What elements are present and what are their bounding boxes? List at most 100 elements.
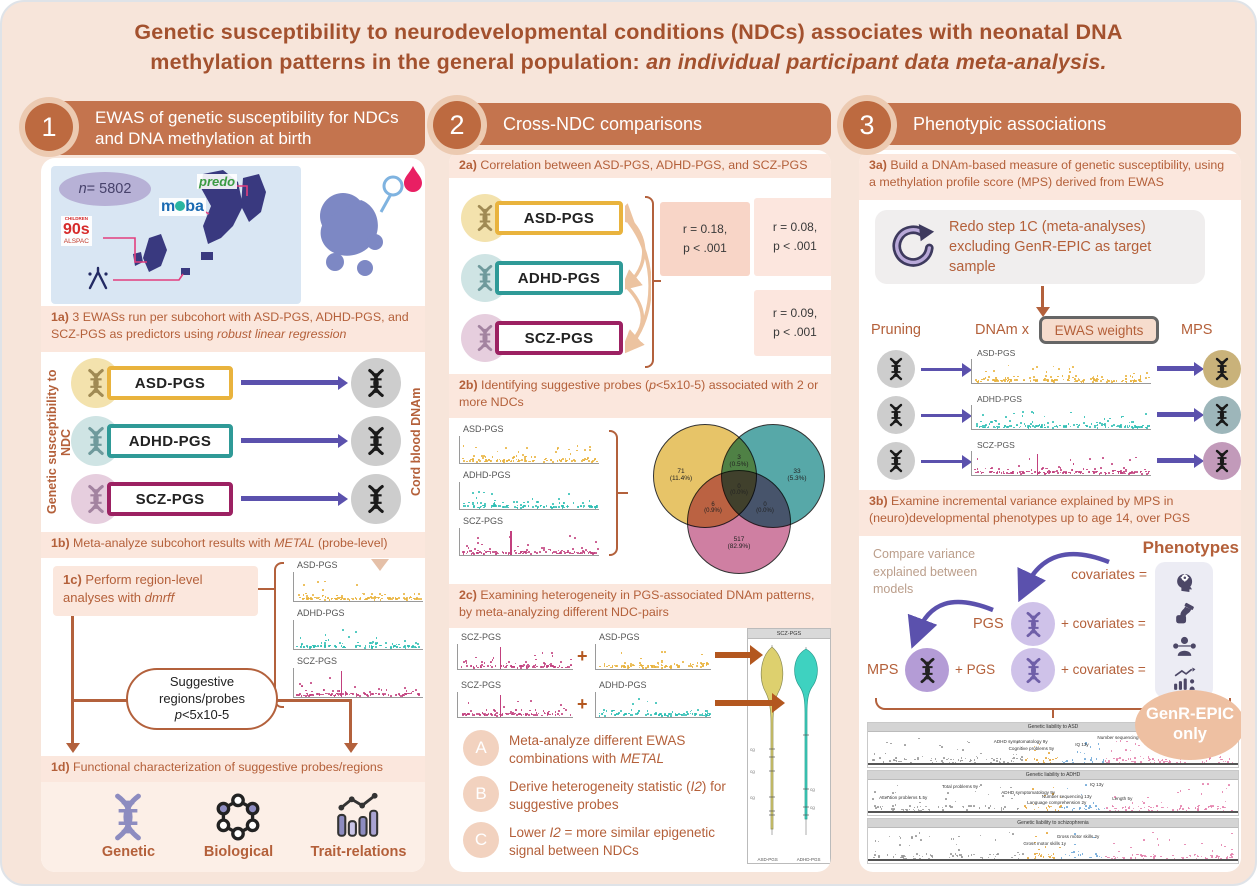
- violin-title: SCZ-PGS: [748, 629, 830, 639]
- manhattan-scz: [971, 451, 1151, 476]
- panel-3-phenotypic: 3 Phenotypic associations 3a) Build a DN…: [843, 99, 1243, 874]
- step-c-badge: C: [463, 822, 499, 858]
- cord-dnam-circle-3: [351, 474, 401, 524]
- model-mps: MPS: [867, 662, 899, 678]
- axis-cord-blood-dnam: Cord blood DNAm: [409, 387, 423, 497]
- dna-icon: [361, 368, 391, 398]
- venn-asd-scz-count: 6 (0.9%): [704, 502, 722, 514]
- growth-chart-icon: [1172, 667, 1197, 692]
- cord-dnam-circle-1: [351, 358, 401, 408]
- pruned-dna-circle-2: [877, 396, 915, 434]
- dna-icon: [884, 449, 908, 473]
- connector-line: [258, 588, 274, 590]
- scz-pgs-box: SCZ-PGS: [495, 321, 623, 355]
- panel-1-header: EWAS of genetic susceptibility for NDCs …: [41, 101, 425, 155]
- phewas-asd-title: Genetic liability to ASD: [868, 723, 1238, 732]
- dna-icon: [1210, 357, 1234, 381]
- dna-icon: [1210, 403, 1234, 427]
- cognition-head-icon: [1172, 568, 1197, 593]
- phewas-adhd-title: Genetic liability to ADHD: [868, 771, 1238, 780]
- flow-triangle: [371, 559, 389, 571]
- title-italic: an individual participant data meta-anal…: [646, 50, 1107, 74]
- step-b-text: Derive heterogeneity statistic (I2) for …: [509, 779, 726, 813]
- panel-3-header: Phenotypic associations: [859, 103, 1241, 145]
- asd-pgs-box: ASD-PGS: [107, 366, 233, 400]
- phewas-scz: Genetic liability to schizophrenia Gross…: [867, 818, 1239, 864]
- manhattan-scz: [293, 668, 423, 698]
- biological-label: Biological: [203, 844, 274, 860]
- mps-col-label: MPS: [1181, 322, 1213, 338]
- step-3-badge: 3: [843, 101, 891, 149]
- step-a-text: Meta-analyze different EWAS combinations…: [509, 733, 686, 767]
- correlation-arcs: [625, 203, 651, 355]
- plus-sign: +: [577, 646, 588, 666]
- panel-2-header: Cross-NDC comparisons: [449, 103, 831, 145]
- manhattan-adhd: [293, 620, 423, 650]
- figure-title: Genetic susceptibility to neurodevelopme…: [2, 17, 1255, 77]
- section-1c-label: 1c) Perform region-level analyses with d…: [53, 566, 258, 616]
- sampling-ring-icon: [382, 175, 404, 197]
- phewas-scz-title: Genetic liability to schizophrenia: [868, 819, 1238, 828]
- venn-asd-count: 71 (11.4%): [669, 468, 693, 482]
- manhattan-scz: [457, 692, 573, 718]
- adhd-pgs-box: ADHD-PGS: [495, 261, 623, 295]
- arrow-3: [921, 414, 963, 417]
- bracket-2a-tick: [654, 280, 661, 282]
- title-line1: Genetic susceptibility to neurodevelopme…: [134, 20, 1123, 44]
- suggestive-pill: Suggestive regions/probes p<5x10-5: [126, 668, 278, 730]
- model-covariates: covariates =: [1071, 566, 1147, 582]
- section-1d-label: 1d) Functional characterization of sugge…: [41, 756, 425, 782]
- panel-2-card: 2a) Correlation between ASD-PGS, ADHD-PG…: [449, 150, 831, 872]
- arrow-to-violin-1: [715, 652, 751, 658]
- step-c-text: Lower I2 = more similar epigenetic signa…: [509, 825, 715, 859]
- venn-asd-adhd-count: 3 (0.5%): [729, 454, 749, 468]
- section-1b-label: 1b) Meta-analyze subcohort results with …: [41, 532, 425, 558]
- dna-icon: [914, 657, 941, 684]
- molecule-icon: [213, 792, 263, 842]
- section-2b-label: 2b) Identifying suggestive probes (p<5x1…: [449, 374, 831, 418]
- phewas-adhd-plot: Attention problems 1.5y Total problems 9y…: [868, 780, 1238, 814]
- svg-text:cg: cg: [810, 787, 815, 792]
- venn-adhd-count: 33 (5.3%): [787, 468, 807, 482]
- scz-pgs-box: SCZ-PGS: [107, 482, 233, 516]
- pruning-label: Pruning: [871, 322, 921, 338]
- violin-x1: ASD-PGS: [757, 857, 778, 862]
- venn-scz-circle: [687, 470, 791, 574]
- phenotypes-label: Phenotypes: [1142, 538, 1239, 557]
- motor-skill-icon: [1172, 601, 1197, 626]
- cohort-map: n = 5802 predo m ba CHILDREN 90s ALSPAC: [51, 166, 301, 304]
- plus-sign: +: [577, 694, 588, 714]
- panel-3-card: 3a) Build a DNAm-based measure of geneti…: [859, 150, 1241, 872]
- step-1-badge: 1: [25, 103, 73, 151]
- pgs-dna-circle: [1011, 602, 1055, 646]
- svg-text:cg: cg: [810, 805, 815, 810]
- mps-adhd-circle: [1203, 396, 1241, 434]
- corr-adhd-scz: r = 0.09, p < .001: [754, 290, 831, 356]
- asd-pgs-box: ASD-PGS: [495, 201, 623, 235]
- manhattan-asd: [459, 436, 599, 464]
- mps-dna-circle: [905, 648, 949, 692]
- title-line2: methylation patterns in the general popu…: [150, 50, 1107, 74]
- arrow-to-violin-2: [715, 700, 773, 706]
- plot-label-scz: SCZ-PGS: [297, 656, 338, 666]
- model-pgs-covariates: + covariates =: [1061, 616, 1146, 631]
- panel-2-crossndc: 2 Cross-NDC comparisons 2a) Correlation …: [433, 99, 833, 874]
- svg-text:cg: cg: [750, 747, 755, 752]
- sample-size-badge: n = 5802: [59, 172, 151, 206]
- moba-dot: [175, 201, 186, 211]
- arrow-adhd-to-dnam: [241, 438, 339, 443]
- venn-scz-count: 517 (82.9%): [727, 536, 751, 550]
- functional-icons-zone: Genetic Biological Trait-relations: [41, 782, 425, 872]
- behavior-person-icon: [1172, 634, 1197, 659]
- plot-label-asd: ASD-PGS: [297, 560, 338, 570]
- pruned-dna-circle-3: [877, 442, 915, 480]
- arrow-5: [921, 460, 963, 463]
- dna-icon: [1210, 449, 1234, 473]
- predo-logo: predo: [197, 174, 238, 189]
- trait-relations-label: Trait-relations: [310, 844, 407, 860]
- arrow-6: [1157, 458, 1195, 463]
- arrow-scz-to-dnam: [241, 496, 339, 501]
- arrow-down-right: [349, 699, 352, 744]
- ewas-weights-box: EWAS weights: [1039, 316, 1159, 344]
- manhattan-adhd: [459, 482, 599, 510]
